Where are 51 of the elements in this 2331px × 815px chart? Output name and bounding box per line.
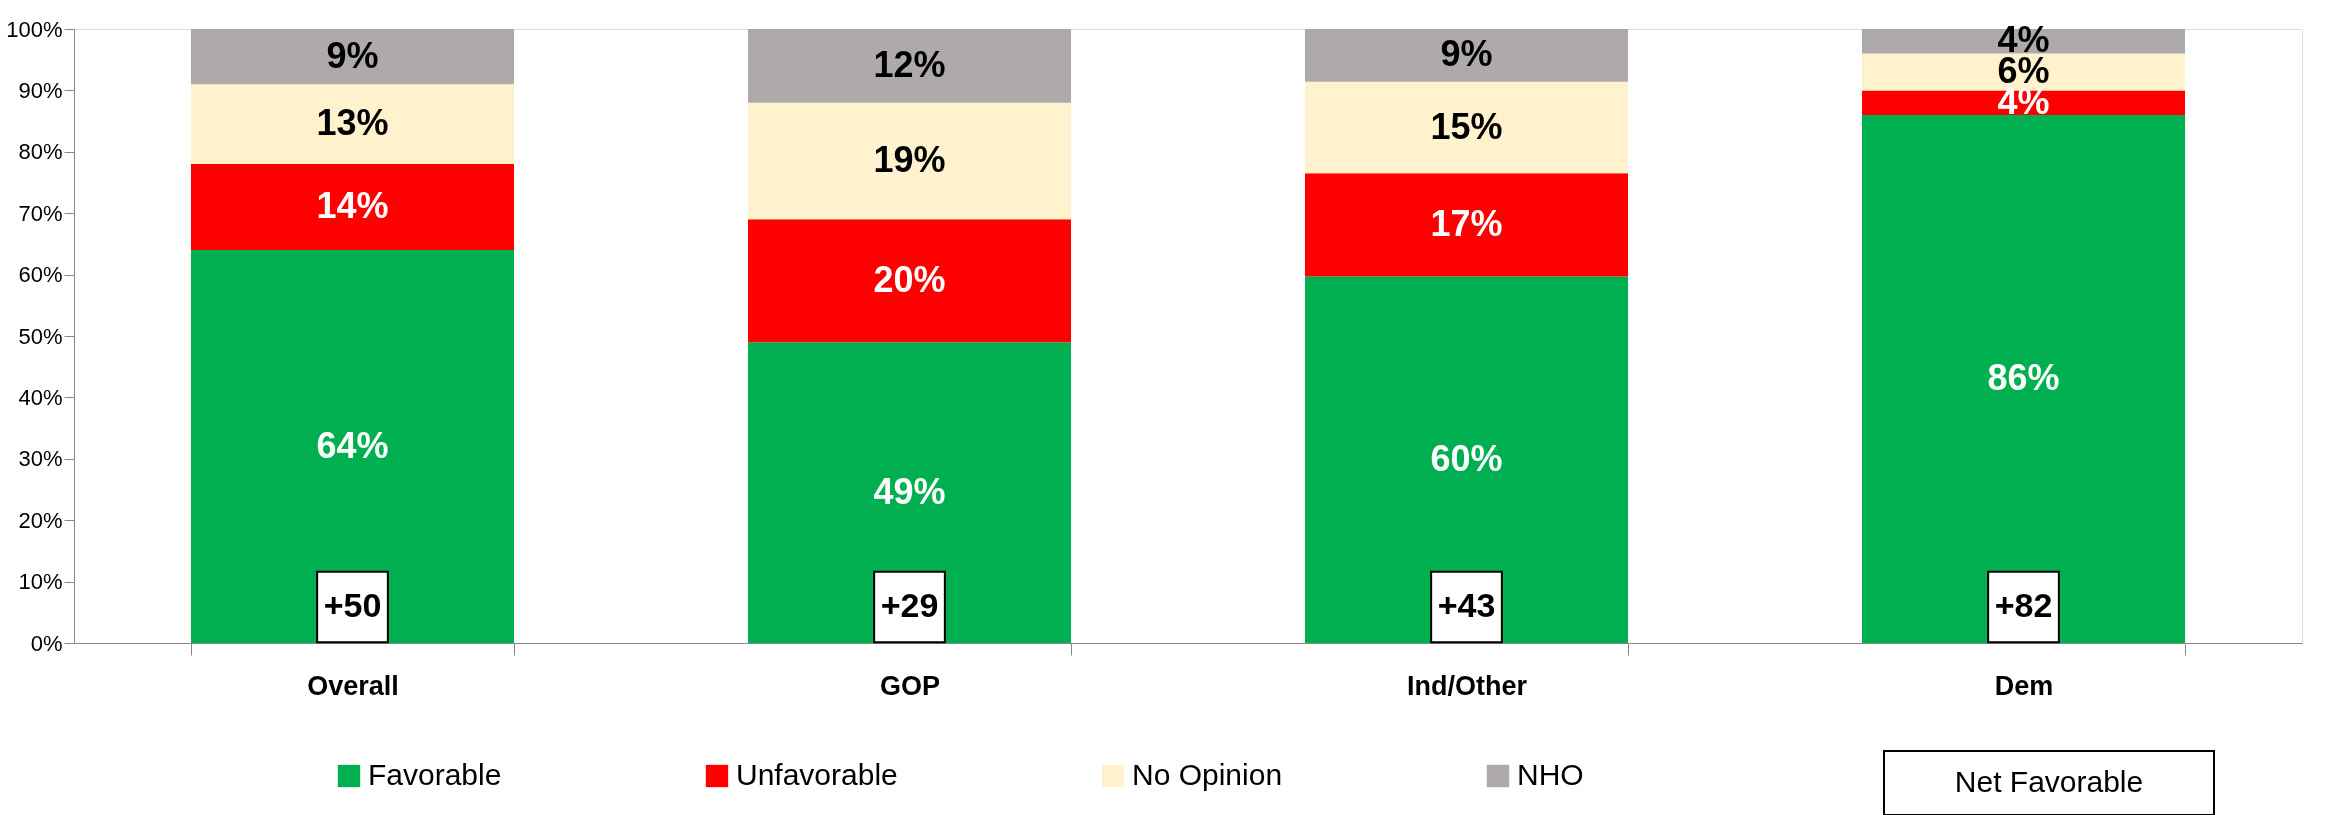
data-label: 14% [316, 185, 389, 227]
y-tick-label: 10% [18, 569, 63, 595]
annotation: +50 [323, 586, 382, 624]
legend-label: Unfavorable [736, 758, 898, 791]
bar [747, 342, 1072, 643]
y-tick-label: 50% [18, 323, 63, 349]
y-tick-label: 100% [6, 16, 63, 42]
y-tick-label: 40% [18, 384, 63, 410]
bar [190, 29, 515, 85]
annotation: +82 [1994, 586, 2053, 624]
y-tick-label: 30% [18, 446, 63, 472]
data-label: 9% [1440, 33, 1493, 75]
data-label: 9% [326, 34, 379, 76]
legend-label: NHO [1517, 758, 1584, 791]
data-label: 13% [316, 102, 389, 144]
data-label: 12% [873, 43, 946, 85]
y-tick-label: 60% [18, 262, 63, 288]
bar [1861, 114, 2186, 643]
y-tick-label: 80% [18, 139, 63, 165]
bar [1304, 173, 1629, 277]
bar [747, 102, 1072, 220]
legend-label: Favorable [368, 758, 502, 791]
data-label: 20% [873, 258, 946, 300]
bar [747, 29, 1072, 103]
legend-label: No Opinion [1132, 758, 1283, 791]
text: Net Favorable [1954, 765, 2144, 798]
data-label: 86% [1987, 356, 2060, 398]
bar [190, 164, 515, 251]
bar [1304, 276, 1629, 643]
x-tick-label: Ind/Other [1407, 670, 1528, 701]
data-label: 64% [316, 424, 389, 466]
x-tick-label: GOP [879, 670, 941, 701]
y-tick-label: 70% [18, 200, 63, 226]
annotation: +29 [880, 586, 939, 624]
annotation: +43 [1437, 586, 1496, 624]
bar [190, 84, 515, 165]
x-tick-label: Dem [1994, 670, 2054, 701]
y-tick-label: 90% [18, 77, 63, 103]
y-tick-label: 20% [18, 507, 63, 533]
data-label: 60% [1430, 437, 1503, 479]
bar [1304, 29, 1629, 82]
data-label: 19% [873, 139, 946, 181]
data-label: 49% [873, 470, 946, 512]
x-tick-label: Overall [307, 670, 399, 701]
data-label: 15% [1430, 105, 1503, 147]
bar [747, 219, 1072, 343]
bar [1304, 81, 1629, 174]
bar [190, 250, 515, 643]
bar [1861, 90, 2186, 115]
y-tick-label: 0% [30, 630, 63, 656]
data-label: 17% [1430, 202, 1503, 244]
